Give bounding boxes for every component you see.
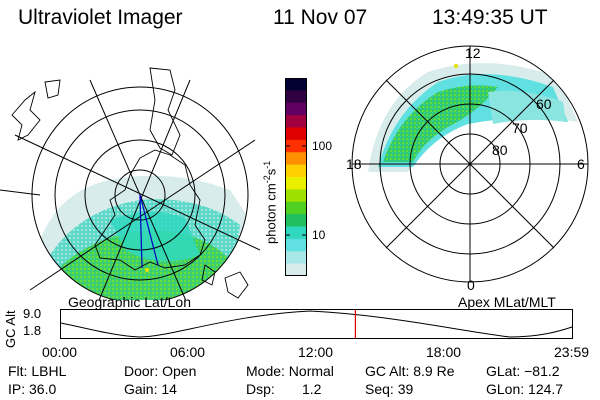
orbit-xtick-0600: 06:00	[170, 344, 206, 360]
status-dsp-label: Dsp:	[246, 381, 275, 397]
unit-label-main: photon cm	[263, 183, 279, 244]
status-ip: IP: 36.0	[8, 381, 57, 397]
unit-exp-1: -2	[262, 175, 272, 184]
colorbar-cell	[285, 90, 307, 104]
aurora-image-geo	[32, 87, 248, 300]
orbit-xtick-0000: 00:00	[42, 344, 78, 360]
status-glat: GLat: −81.2	[486, 363, 560, 379]
status-dsp-value: 1.2	[302, 381, 322, 397]
unit-exp-2: -1	[262, 160, 272, 169]
time-label: 13:49:35 UT	[432, 6, 548, 29]
magnetic-polar-plot	[351, 45, 589, 283]
colorbar-tick-10: 10	[312, 228, 326, 242]
colorbar-cell	[285, 152, 307, 166]
colorbar-cell	[285, 201, 307, 215]
colorbar-tick-100: 100	[312, 139, 333, 153]
colorbar-cell	[285, 238, 307, 252]
colorbar-cell	[285, 127, 307, 141]
colorbar	[285, 78, 307, 276]
geo-grid	[0, 79, 260, 300]
mag-caption: Apex MLat/MLT	[458, 294, 556, 310]
aurora-image-mag	[368, 63, 578, 172]
orbit-ytick-max: 9.0	[23, 306, 42, 321]
colorbar-unit-label: photon cm-2s-1	[262, 161, 278, 244]
mlat-label-70: 70	[512, 120, 528, 136]
status-glon: GLon: 124.7	[486, 381, 564, 397]
colorbar-cell	[285, 263, 307, 276]
colorbar-cell	[285, 251, 307, 265]
orbit-xtick-1800: 18:00	[426, 344, 462, 360]
mlat-label-80: 80	[492, 142, 508, 158]
status-gc-alt: GC Alt: 8.9 Re	[365, 363, 455, 379]
mlt-label-6: 6	[577, 156, 585, 172]
status-filter: Flt: LBHL	[8, 363, 67, 379]
mlt-label-12: 12	[465, 45, 481, 61]
orbit-xtick-2359: 23:59	[554, 344, 590, 360]
mag-subsatellite-point	[454, 64, 458, 68]
mlt-label-0: 0	[467, 277, 475, 293]
status-door: Door: Open	[124, 363, 197, 379]
mlt-label-18: 18	[346, 156, 362, 172]
colorbar-cell	[285, 78, 307, 91]
unit-label-mid: s	[263, 168, 279, 176]
colorbar-cell	[285, 214, 307, 228]
orbit-axis-label: GC Alt	[3, 310, 18, 348]
colorbar-cell	[285, 177, 307, 190]
status-gain: Gain: 14	[124, 381, 177, 397]
orbit-plot	[60, 309, 573, 339]
geographic-map	[0, 67, 260, 300]
colorbar-cell	[285, 115, 307, 129]
colorbar-cell	[285, 102, 307, 116]
colorbar-cell	[285, 226, 307, 240]
colorbar-cell	[285, 164, 307, 178]
subsatellite-point	[145, 268, 149, 272]
satellite-track	[139, 194, 159, 269]
status-seq: Seq: 39	[365, 381, 414, 397]
mag-grid	[351, 45, 589, 283]
status-mode: Mode: Normal	[246, 363, 334, 379]
colorbar-cell	[285, 189, 307, 203]
date-label: 11 Nov 07	[273, 6, 368, 29]
orbit-ytick-min: 1.8	[23, 323, 42, 338]
colorbar-cell	[285, 139, 307, 153]
instrument-title: Ultraviolet Imager	[18, 6, 183, 29]
mlat-label-60: 60	[536, 96, 552, 112]
orbit-xtick-1200: 12:00	[298, 344, 334, 360]
geo-caption: Geographic Lat/Lon	[68, 294, 191, 310]
